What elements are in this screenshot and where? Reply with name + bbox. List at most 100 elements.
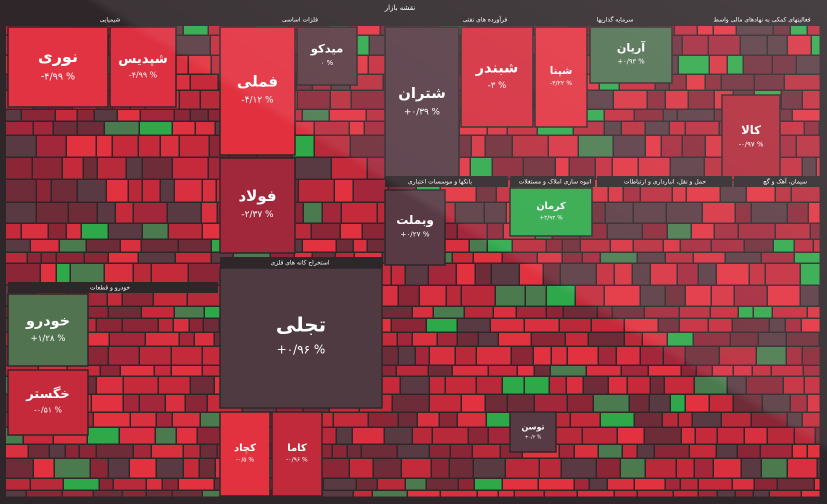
minor-tile <box>91 459 108 478</box>
minor-tile <box>127 158 142 179</box>
sector-header: انبوه سازی املاک و مستغلات <box>519 178 592 186</box>
tile-symbol: شتران <box>398 85 446 102</box>
minor-tile <box>754 307 772 318</box>
minor-tile <box>787 333 819 346</box>
minor-tile <box>168 203 201 223</box>
minor-tile <box>140 347 171 365</box>
minor-tile <box>143 180 160 202</box>
minor-tile <box>638 253 665 263</box>
minor-tile <box>650 395 670 412</box>
minor-tile <box>441 491 477 497</box>
minor-tile <box>141 110 174 121</box>
minor-tile <box>646 459 676 478</box>
minor-tile <box>680 319 708 332</box>
minor-tile <box>118 110 140 121</box>
minor-tile <box>179 240 211 252</box>
minor-tile <box>762 459 787 478</box>
minor-tile <box>491 319 524 332</box>
minor-tile <box>472 136 485 157</box>
minor-tile <box>139 253 175 263</box>
minor-tile <box>666 479 680 490</box>
minor-tile <box>682 366 696 376</box>
tile-change: +۰/۳۹ % <box>404 107 440 117</box>
minor-tile <box>98 203 115 223</box>
minor-tile <box>675 26 697 35</box>
minor-tile <box>774 26 790 35</box>
minor-tile <box>157 413 172 427</box>
minor-tile <box>766 264 800 285</box>
minor-tile <box>196 122 215 135</box>
minor-tile <box>560 319 591 332</box>
tile-symbol: توسن <box>521 423 544 432</box>
tile-change: -۰/۵۱ % <box>34 405 62 414</box>
stock-tile: شتران +۰/۳۹ % <box>384 26 460 180</box>
minor-tile <box>130 459 156 478</box>
stock-tile: تجلی +۰/۹۶ % <box>219 267 383 409</box>
minor-tile <box>109 347 139 365</box>
minor-tile <box>506 459 539 478</box>
minor-tile <box>143 224 168 239</box>
minor-tile <box>28 253 41 263</box>
minor-tile <box>458 224 487 239</box>
minor-tile <box>623 445 637 458</box>
tile-box <box>534 26 588 128</box>
minor-tile <box>63 158 83 179</box>
minor-tile <box>564 307 597 318</box>
tile-change: ۰ % <box>321 59 334 67</box>
minor-tile <box>451 445 472 458</box>
minor-tile <box>55 459 90 478</box>
stock-tile: شپدیس -۴/۹۹ % <box>109 26 177 108</box>
tile-symbol: کالا <box>741 123 761 137</box>
minor-tile <box>639 158 670 179</box>
minor-tile <box>474 253 502 263</box>
minor-tile <box>659 319 679 332</box>
minor-tile <box>202 203 217 223</box>
minor-tile <box>774 240 794 252</box>
minor-tile <box>456 347 476 365</box>
minor-tile <box>643 224 667 239</box>
minor-tile <box>711 307 738 318</box>
stock-tile: کچاد -۰/۵ % <box>219 411 271 497</box>
minor-tile <box>161 136 179 157</box>
minor-tile <box>87 333 109 346</box>
minor-tile <box>57 264 70 285</box>
minor-tile <box>109 459 129 478</box>
tile-change: -۰/۵ % <box>236 457 255 464</box>
minor-tile <box>614 136 645 157</box>
minor-tile <box>597 264 614 285</box>
minor-tile <box>397 366 428 376</box>
minor-tile <box>651 377 664 394</box>
minor-tile <box>635 413 662 427</box>
minor-tile <box>124 377 158 394</box>
minor-tile <box>535 366 550 376</box>
minor-tile <box>398 445 429 458</box>
minor-tile <box>757 347 786 365</box>
minor-tile <box>699 264 716 285</box>
minor-tile <box>180 136 209 157</box>
minor-tile <box>753 366 771 376</box>
minor-tile <box>571 413 600 427</box>
minor-tile <box>671 158 704 179</box>
minor-tile <box>699 479 732 490</box>
minor-tile <box>745 240 773 252</box>
minor-tile <box>342 203 377 223</box>
minor-tile <box>741 36 767 55</box>
minor-tile <box>31 240 59 252</box>
minor-tile <box>462 286 495 306</box>
tile-change: -۳ % <box>488 81 507 91</box>
minor-tile <box>803 413 820 427</box>
tile-box <box>219 411 271 497</box>
minor-tile <box>609 377 627 394</box>
minor-tile <box>547 286 575 306</box>
minor-tile <box>666 91 688 109</box>
minor-tile <box>143 158 172 179</box>
minor-tile <box>37 180 51 202</box>
minor-tile <box>34 459 54 478</box>
minor-tile <box>575 479 589 490</box>
minor-tile <box>146 333 179 346</box>
minor-tile <box>717 445 737 458</box>
stock-tile: شپنا -۳/۲۲ % <box>534 26 588 128</box>
minor-tile <box>456 203 484 223</box>
minor-tile <box>54 122 77 135</box>
